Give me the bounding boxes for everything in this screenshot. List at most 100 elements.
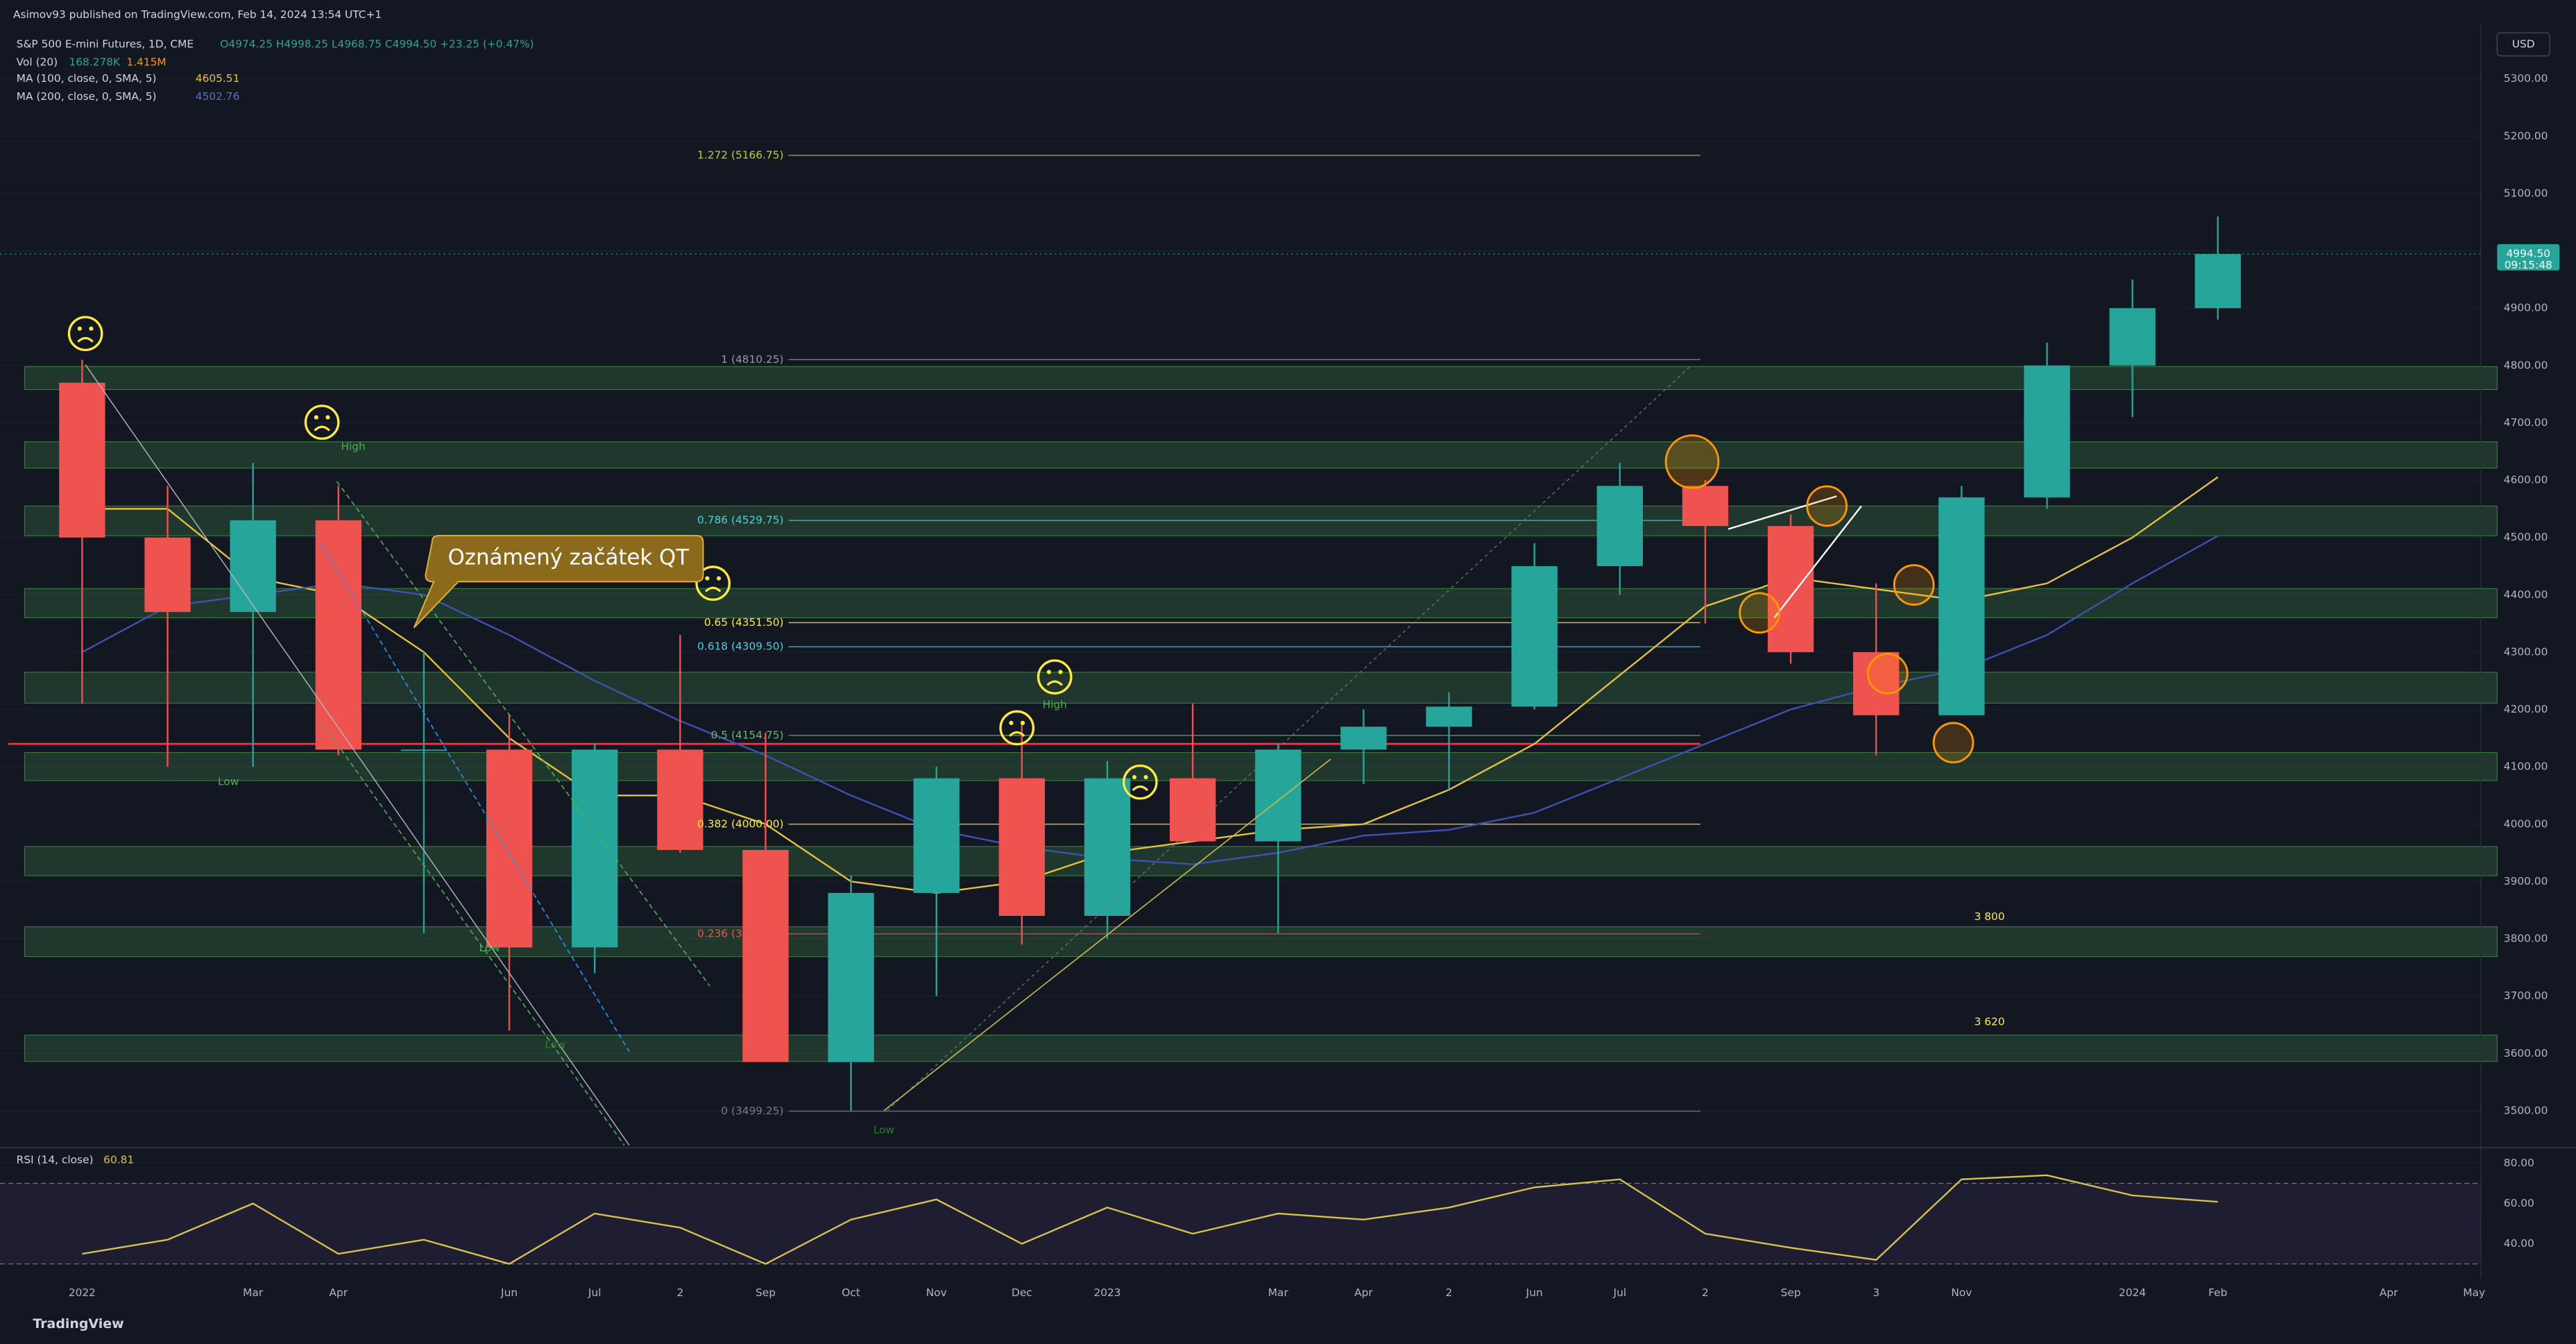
- face-eye: [716, 576, 722, 581]
- candle-body: [2109, 308, 2156, 366]
- x-tick-label: Apr: [2380, 1286, 2398, 1299]
- fib-label: 0.236 (3808.75): [697, 927, 783, 939]
- x-tick-label: Oct: [842, 1286, 860, 1299]
- candle-body: [742, 849, 789, 1062]
- zone: [24, 588, 2498, 618]
- fib-label: 0.382 (4000.00): [697, 817, 783, 830]
- candle-body: [913, 778, 959, 893]
- logo: TradingView: [33, 1316, 123, 1332]
- face-eye: [1009, 720, 1014, 725]
- y-tick-label: 4000.00: [2504, 817, 2548, 830]
- circle: [1664, 434, 1720, 489]
- annotation: Low: [479, 942, 500, 954]
- vol-value: 1.415M: [126, 56, 166, 68]
- candle-body: [1255, 749, 1302, 842]
- face-eye: [705, 576, 710, 581]
- annotation: 3 800: [1974, 910, 2005, 923]
- x-tick-label: Nov: [926, 1286, 947, 1299]
- candle-body: [2024, 365, 2070, 497]
- candle-body: [1596, 486, 1643, 566]
- published-line: Asimov93 published on TradingView.com, F…: [13, 8, 382, 21]
- candle-body: [1938, 497, 1985, 715]
- trendline: [1728, 495, 1837, 530]
- y-tick-label: 4800.00: [2504, 359, 2548, 371]
- y-tick-label: 4100.00: [2504, 760, 2548, 773]
- face-mouth: [1046, 680, 1063, 686]
- x-tick-label: 2: [676, 1286, 683, 1299]
- legend-value: 4605.51: [196, 72, 240, 85]
- symbol: S&P 500 E-mini Futures, 1D, CME: [17, 37, 194, 50]
- face-eye: [1020, 720, 1025, 725]
- last-price-label: 4994.50: [2507, 248, 2551, 260]
- highlight-circles: [1664, 434, 1974, 764]
- y-tick-label: 3700.00: [2504, 989, 2548, 1002]
- fib-label: 1 (4810.25): [721, 353, 783, 366]
- candle-body: [1682, 486, 1729, 527]
- y-tick-label: 3500.00: [2504, 1104, 2548, 1116]
- annotation: Low: [545, 1039, 565, 1051]
- candle-body: [1511, 565, 1558, 707]
- circle: [1893, 564, 1935, 606]
- y-tick-label: 3800.00: [2504, 933, 2548, 945]
- trendline: [883, 758, 1331, 1112]
- x-tick-label: Sep: [1781, 1286, 1801, 1299]
- face-mouth: [704, 586, 722, 593]
- candle-body: [315, 520, 361, 750]
- fib-label: 0.5 (4154.75): [711, 729, 784, 741]
- legend-name: MA (100, close, 0, SMA, 5): [17, 72, 157, 85]
- face-eye: [1143, 774, 1148, 780]
- countdown: 09:15:48: [2505, 259, 2552, 271]
- x-tick-label: 2022: [69, 1286, 96, 1299]
- y-tick-label: 3600.00: [2504, 1047, 2548, 1060]
- x-tick-label: Apr: [330, 1286, 348, 1299]
- circle: [1866, 653, 1909, 695]
- zone: [24, 846, 2498, 876]
- candle-body: [1084, 778, 1131, 916]
- sad-faces: [67, 316, 1158, 800]
- zone: [24, 1035, 2498, 1062]
- candle-body: [59, 382, 105, 538]
- y-tick-label: 4700.00: [2504, 416, 2548, 429]
- ma-line: [82, 476, 2219, 894]
- zone: [24, 366, 2498, 391]
- marks-layer: [0, 216, 2481, 1265]
- candle-body: [144, 537, 191, 613]
- candle-body: [828, 892, 874, 1062]
- currency[interactable]: USD: [2512, 37, 2535, 50]
- labels-layer: Asimov93 published on TradingView.com, F…: [13, 8, 2560, 1332]
- face: [999, 710, 1035, 746]
- circle: [1739, 592, 1780, 634]
- x-tick-label: 2: [1702, 1286, 1709, 1299]
- face-mouth: [1132, 785, 1149, 792]
- y-tick-label: 5300.00: [2504, 72, 2548, 85]
- face-eye: [77, 326, 82, 331]
- face-eye: [325, 415, 330, 420]
- face-eye: [1132, 774, 1137, 780]
- x-tick-label: Feb: [2208, 1286, 2227, 1299]
- currency-button[interactable]: [2496, 32, 2550, 57]
- x-tick-label: Nov: [1951, 1286, 1972, 1299]
- circle: [1806, 485, 1848, 527]
- fib-label: 0.618 (4309.50): [697, 640, 783, 653]
- zone: [24, 926, 2498, 958]
- fib-label: 0.786 (4529.75): [697, 514, 783, 527]
- candle-body: [2194, 254, 2241, 309]
- annotation: 3 620: [1974, 1015, 2005, 1028]
- y-tick-label: 4600.00: [2504, 474, 2548, 486]
- drawings-layer: [67, 316, 1974, 1146]
- trendline: [85, 364, 630, 1146]
- x-tick-label: 3: [1873, 1286, 1879, 1299]
- annotation: High: [1043, 698, 1067, 711]
- legend-value: 4502.76: [196, 90, 240, 103]
- face-mouth: [77, 337, 94, 343]
- y-tick-label: 4900.00: [2504, 302, 2548, 314]
- zone: [24, 672, 2498, 704]
- candle-body: [1426, 706, 1472, 727]
- candle-body: [400, 749, 447, 751]
- y-tick-label: 4400.00: [2504, 588, 2548, 601]
- candle-body: [998, 778, 1046, 916]
- rsi-tick-label: 40.00: [2504, 1237, 2534, 1250]
- x-tick-label: May: [2463, 1286, 2485, 1299]
- candle-body: [1853, 652, 1900, 715]
- candle-body: [572, 749, 618, 948]
